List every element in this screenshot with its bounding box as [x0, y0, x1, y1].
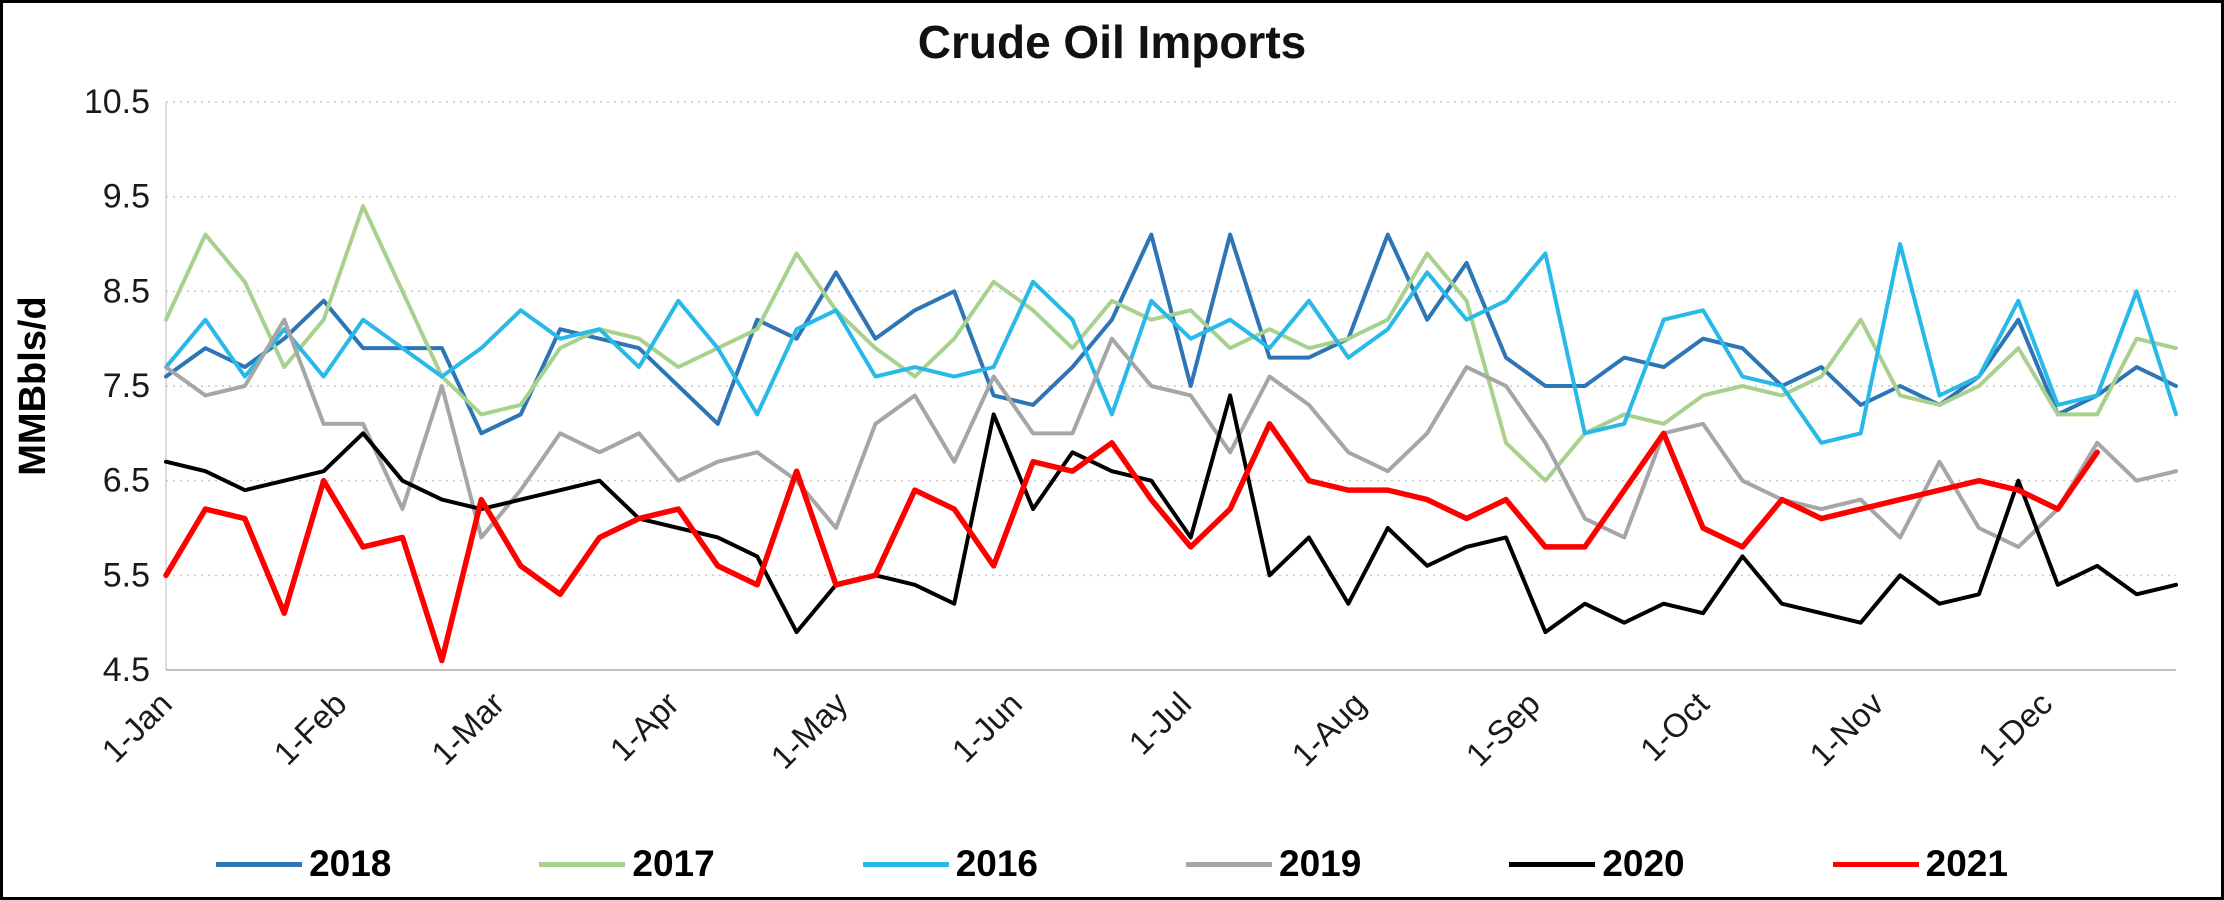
legend-label-2020: 2020 — [1602, 843, 1685, 884]
y-axis-title: MMBbls/d — [12, 296, 54, 475]
y-tick-label: 4.5 — [103, 651, 150, 689]
legend-line-sample-2017 — [539, 861, 626, 867]
legend-label-2016: 2016 — [955, 843, 1038, 884]
y-tick-label: 5.5 — [103, 556, 150, 594]
legend-item-2020: 2020 — [1509, 843, 1685, 885]
x-tick-label: 1-Oct — [1633, 685, 1716, 768]
legend-label-2019: 2019 — [1279, 843, 1362, 884]
x-tick-label: 1-Jul — [1121, 685, 1198, 762]
y-tick-label: 7.5 — [103, 367, 150, 405]
legend-item-2016: 2016 — [862, 843, 1038, 885]
series-line-2021 — [163, 421, 2100, 664]
legend-line-sample-2021 — [1832, 861, 1919, 867]
x-tick-label: 1-Jan — [94, 685, 179, 770]
legend-item-2019: 2019 — [1186, 843, 1361, 885]
chart-legend: 2018 2017 2016 2019 2020 2021 — [3, 843, 2221, 885]
x-tick-label: 1-Apr — [603, 685, 686, 768]
legend-line-sample-2018 — [216, 861, 303, 867]
x-tick-label: 1-Feb — [266, 685, 353, 772]
x-tick-label: 1-Jun — [945, 685, 1030, 770]
series-line-2018 — [164, 232, 2178, 436]
line-chart-plot: 4.5 5.5 6.5 7.5 8.5 9.5 10.5 1-Jan 1-Feb 1-Mar 1-A… — [12, 83, 2178, 776]
y-tick-label: 9.5 — [103, 178, 150, 216]
series-line-2016 — [164, 242, 2178, 445]
chart-title: Crude Oil Imports — [917, 16, 1307, 68]
legend-label-2018: 2018 — [309, 843, 392, 884]
x-tick-label: 1-Mar — [424, 685, 511, 772]
legend-line-sample-2019 — [1186, 861, 1272, 867]
legend-item-2021: 2021 — [1832, 843, 2008, 885]
y-tick-label: 6.5 — [103, 462, 150, 500]
legend-label-2021: 2021 — [1925, 843, 2008, 884]
legend-item-2017: 2017 — [539, 843, 715, 885]
x-tick-label: 1-May — [763, 684, 854, 775]
legend-label-2017: 2017 — [632, 843, 715, 884]
series-line-2020 — [164, 393, 2178, 635]
x-tick-label: 1-Sep — [1458, 685, 1546, 773]
series-line-2017 — [164, 204, 2178, 483]
x-tick-label: 1-Nov — [1802, 684, 1891, 773]
x-tick-label: 1-Aug — [1284, 685, 1372, 773]
legend-line-sample-2020 — [1509, 861, 1596, 867]
x-tick-label: 1-Dec — [1971, 685, 2059, 773]
legend-item-2018: 2018 — [216, 843, 391, 885]
legend-line-sample-2016 — [862, 861, 949, 867]
y-tick-label: 8.5 — [103, 272, 150, 310]
y-tick-label: 10.5 — [84, 83, 150, 121]
series-line-2019 — [164, 317, 2178, 549]
